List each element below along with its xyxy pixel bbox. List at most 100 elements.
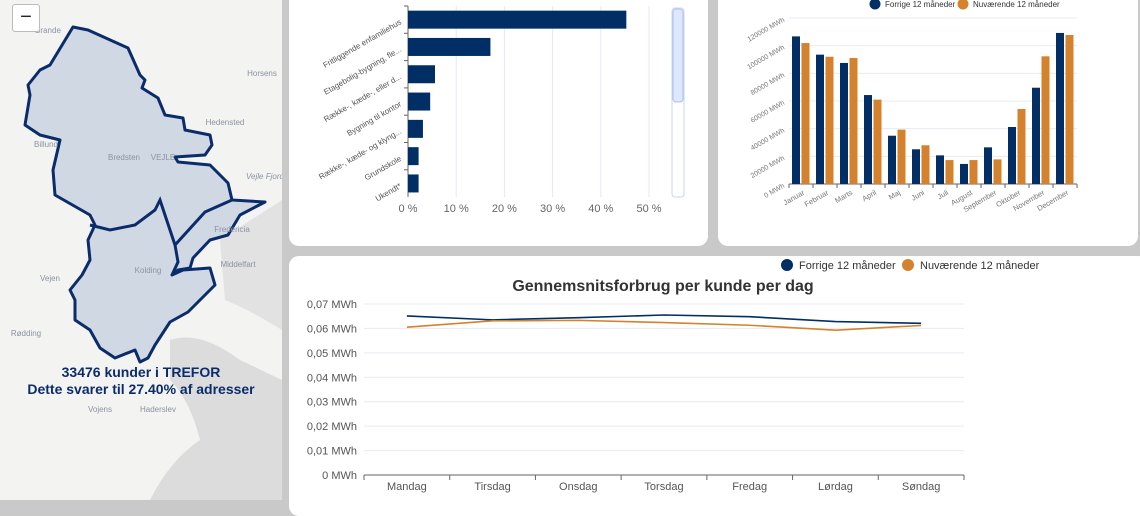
bar-current-november (1041, 56, 1050, 184)
y-tick-label: 40000 MWh (750, 127, 786, 152)
fjord-area (220, 200, 282, 330)
x-tick-label: April (860, 188, 878, 203)
bar-previous-januar (792, 36, 800, 185)
bar-current-maj (897, 129, 906, 184)
x-tick-label: Januar (782, 188, 807, 208)
address-share: Dette svarer til 27.40% af adresser (27, 381, 255, 397)
x-tick-label: Torsdag (644, 481, 683, 493)
map-place-label: Haderslev (140, 405, 176, 414)
bar-5 (408, 147, 419, 166)
map-place-label: Vejen (40, 274, 60, 283)
trefor-region[interactable] (23, 25, 267, 364)
map-place-label: Rødding (11, 329, 41, 338)
bar-previous-oktober (1008, 127, 1016, 184)
bar-current-august (969, 160, 978, 184)
x-tick-label: 30 % (540, 203, 565, 215)
building-type-chart-panel: 0 % 10 % 20 % 30 % 40 % 50 % Fritliggende enfa… (289, 0, 708, 246)
y-tick-label: 100000 MWh (746, 44, 786, 71)
bar-previous-april (864, 95, 872, 184)
map-place-label: Fredericia (214, 225, 250, 234)
category-label: Række-, kæde-, eller d... (322, 72, 403, 124)
daily-average-panel: Gennemsnitsforbrug per kunde per dag 0 MW… (289, 256, 1140, 516)
bar-previous-februar (816, 54, 824, 185)
bar-current-april (873, 99, 882, 184)
bar-previous-juni (912, 149, 920, 184)
y-tick-label: 0,07 MWh (307, 299, 357, 311)
bar-current-marts (849, 57, 858, 184)
map-place-label: Billund (34, 140, 58, 149)
map-place-label: Vejle Fjord (246, 172, 282, 181)
legend-label: Nuværende 12 måneder (920, 260, 1040, 272)
y-tick-label: 0,04 MWh (307, 372, 357, 384)
map-place-label: Brande (35, 26, 61, 35)
bar-3 (408, 92, 431, 111)
legend-label: Nuværende 12 måneder (973, 0, 1060, 9)
y-tick-label: 0,03 MWh (307, 397, 357, 409)
x-tick-label: Maj (887, 188, 902, 202)
map-canvas[interactable]: Brande Horsens Hedensted Billund Bredsten VEJ… (0, 0, 282, 500)
x-tick-label: Onsdag (559, 481, 598, 493)
legend-marker-current (902, 259, 914, 271)
y-tick-label: 0,02 MWh (307, 421, 357, 433)
x-tick-label: Mandag (387, 481, 427, 493)
y-tick-label: 80000 MWh (750, 72, 786, 97)
y-tick-label: 60000 MWh (750, 100, 786, 125)
map-place-label: Vojens (88, 405, 112, 414)
scrollbar-thumb[interactable] (672, 8, 684, 103)
y-tick-label: 0 MWh (763, 183, 786, 200)
x-tick-label: Februar (803, 188, 831, 209)
legend-marker-previous (869, 0, 881, 10)
customer-count: 33476 kunder i TREFOR (61, 364, 221, 380)
y-tick-label: 0 MWh (322, 470, 357, 482)
region-border (173, 198, 233, 247)
monthly-consumption-panel: 0 MWh 20000 MWh 40000 MWh 60000 MWh 80000 MW… (718, 0, 1138, 246)
x-tick-label: Søndag (902, 481, 941, 493)
bar-previous-juli (936, 155, 944, 184)
line-previous (406, 314, 922, 325)
y-tick-label: 0,05 MWh (307, 348, 357, 360)
line-current (406, 319, 922, 331)
region-border (89, 196, 180, 276)
bar-previous-november (1032, 87, 1040, 184)
zoom-out-button[interactable]: − (12, 4, 40, 32)
x-tick-label: 20 % (492, 203, 517, 215)
map-place-label: Hedensted (206, 118, 245, 127)
sea-area (150, 337, 282, 500)
bar-previous-september (984, 147, 992, 184)
bar-current-juli (945, 160, 954, 184)
building-type-chart: 0 % 10 % 20 % 30 % 40 % 50 % Fritliggende enfa… (317, 5, 685, 215)
legend-marker-current (957, 0, 969, 10)
bar-current-september (993, 159, 1002, 184)
bar-current-oktober (1017, 109, 1026, 184)
category-label: Etagebolig-bygning, fle... (322, 45, 403, 97)
bar-6 (408, 174, 419, 193)
map-place-label: Kolding (135, 266, 162, 275)
map-place-label: Horsens (247, 69, 277, 78)
x-tick-label: 0 % (399, 203, 418, 215)
bar-0 (408, 10, 627, 29)
y-tick-label: 0,06 MWh (307, 323, 357, 335)
x-tick-label: Marts (833, 188, 854, 205)
bar-4 (408, 119, 423, 138)
y-tick-label: 0,01 MWh (307, 446, 357, 458)
bar-current-december (1065, 35, 1074, 184)
legend-marker-previous (781, 259, 793, 271)
map-panel[interactable]: Brande Horsens Hedensted Billund Bredsten VEJ… (0, 0, 282, 500)
x-tick-label: 50 % (636, 203, 661, 215)
x-tick-label: Fredag (732, 481, 767, 493)
category-label: Grundskole (363, 154, 403, 183)
category-label: Fritliggende enfamiliehus (321, 18, 403, 70)
bar-current-januar (801, 43, 810, 185)
legend-label: Forrige 12 måneder (885, 0, 956, 9)
map-place-label: Bredsten (108, 153, 140, 162)
category-label: Række-, kæde- og klyng... (317, 127, 403, 182)
chart-title: Gennemsnitsforbrug per kunde per dag (512, 278, 813, 295)
bar-2 (408, 65, 435, 84)
x-tick-label: Tirsdag (474, 481, 510, 493)
x-tick-label: Juni (910, 188, 927, 203)
bar-previous-december (1056, 32, 1064, 184)
bar-previous-august (960, 163, 968, 184)
daily-average-chart: Gennemsnitsforbrug per kunde per dag 0 MW… (307, 259, 1040, 493)
bar-previous-marts (840, 62, 848, 184)
